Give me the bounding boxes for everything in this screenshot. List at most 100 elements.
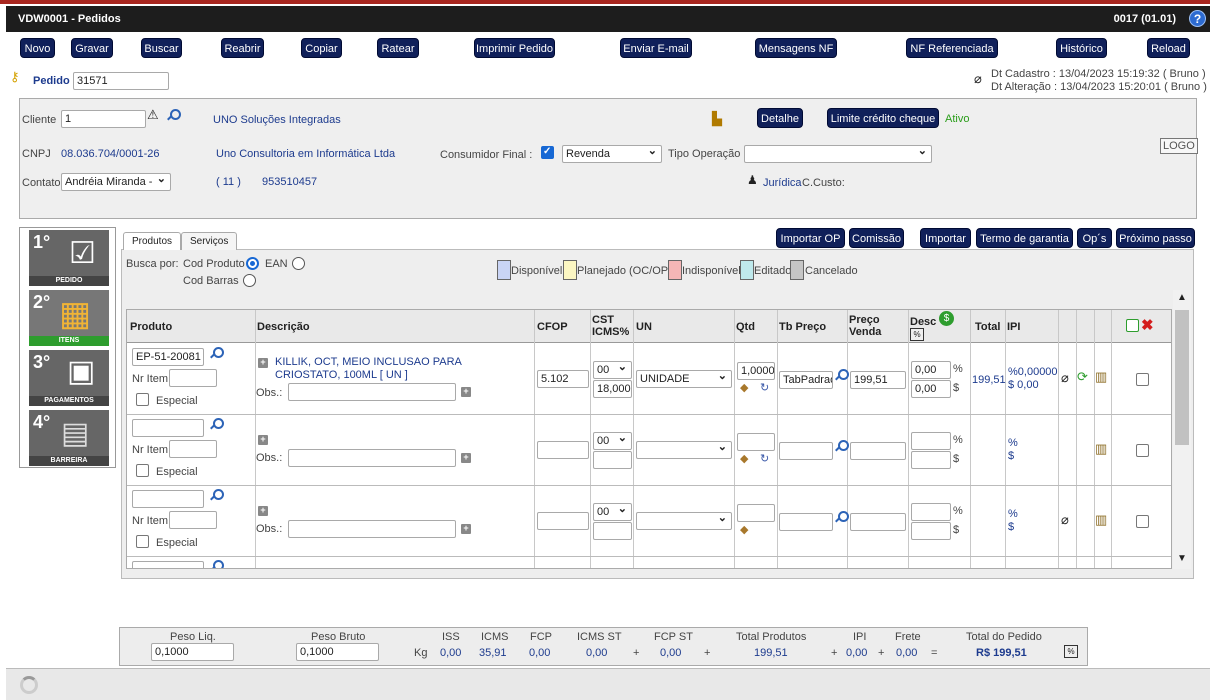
select-all-checkbox[interactable] [1126,319,1139,332]
step-barreira[interactable]: 4° ▤ BARREIRA [29,410,109,466]
consumidor-select[interactable]: Revenda [562,145,662,163]
desc-pct-input[interactable] [911,503,951,521]
reload-button[interactable]: Reload [1147,38,1190,58]
tipo-operacao-select[interactable] [744,145,932,163]
expand-icon[interactable]: + [258,435,268,445]
desc-val-input[interactable] [911,451,951,469]
add-obs-icon[interactable]: + [461,387,471,397]
produto-input[interactable] [132,561,204,568]
percent-icon[interactable]: % [1064,645,1078,658]
limite-credito-button[interactable]: Limite crédito cheque [827,108,939,128]
desc-pct-input[interactable]: 0,00 [911,361,951,379]
importar-op-button[interactable]: Importar OP [776,228,845,248]
preco-venda-input[interactable] [850,513,906,531]
desc-pct-input[interactable] [911,432,951,450]
ratear-button[interactable]: Ratear [377,38,419,58]
imprimir-pedido-button[interactable]: Imprimir Pedido [474,38,555,58]
search-icon[interactable] [834,440,849,454]
nr-item-input[interactable] [169,440,217,458]
copiar-button[interactable]: Copiar [301,38,342,58]
attachment-icon[interactable]: ⌀ [1061,512,1069,527]
especial-checkbox[interactable] [136,464,149,477]
radio-cod-produto[interactable] [246,257,259,270]
buscar-button[interactable]: Buscar [141,38,182,58]
un-select[interactable] [636,441,732,459]
proximo-passo-button[interactable]: Próximo passo [1116,228,1195,248]
search-icon[interactable] [209,347,224,361]
step-pagamentos[interactable]: 3° ▣ PAGAMENTOS [29,350,109,406]
tools-icon[interactable]: ▥ [1095,369,1108,384]
pedido-input[interactable]: 31571 [73,72,169,90]
search-icon[interactable] [166,109,181,123]
refresh-icon[interactable]: ↻ [760,382,770,394]
search-icon[interactable] [209,489,224,503]
especial-checkbox[interactable] [136,393,149,406]
termo-garantia-button[interactable]: Termo de garantia [976,228,1073,248]
delete-icon[interactable]: ✖ [1141,317,1154,334]
un-select[interactable] [636,512,732,530]
tab-servicos[interactable]: Serviços [181,232,238,250]
money-icon[interactable]: $ [939,311,954,326]
enviar-email-button[interactable]: Enviar E-mail [620,38,692,58]
contato-select[interactable]: Andréia Miranda - [61,173,171,191]
scroll-down-icon[interactable]: ▼ [1177,553,1187,564]
icms-input[interactable]: 18,0000 [593,380,632,398]
expand-icon[interactable]: + [258,506,268,516]
sync-icon[interactable]: ⟳ [1077,369,1088,384]
tb-preco-input[interactable] [779,513,833,531]
radio-ean[interactable] [292,257,305,270]
scroll-up-icon[interactable]: ▲ [1177,292,1187,303]
desc-val-input[interactable]: 0,00 [911,380,951,398]
desc-val-input[interactable] [911,522,951,540]
radio-cod-barras[interactable] [243,274,256,287]
cst-select[interactable]: 00 [593,432,632,450]
tools-icon[interactable]: ▥ [1095,512,1108,527]
search-icon[interactable] [209,560,224,568]
obs-input[interactable] [288,383,456,401]
search-icon[interactable] [209,418,224,432]
refresh-icon[interactable]: ↻ [760,453,770,465]
grid-scrollbar[interactable]: ▲ ▼ [1173,290,1191,569]
cst-select[interactable]: 00 [593,503,632,521]
box-icon[interactable]: ◆ [740,524,749,536]
add-obs-icon[interactable]: + [461,453,471,463]
icms-input[interactable] [593,522,632,540]
cfop-input[interactable] [537,441,589,459]
icms-input[interactable] [593,451,632,469]
scroll-thumb[interactable] [1175,310,1189,445]
tb-preco-input[interactable] [779,442,833,460]
add-obs-icon[interactable]: + [461,524,471,534]
peso-liq-input[interactable]: 0,1000 [151,643,234,661]
step-itens[interactable]: 2° ▦ ITENS [29,290,109,346]
especial-checkbox[interactable] [136,535,149,548]
detalhe-button[interactable]: Detalhe [757,108,803,128]
nf-referenciada-button[interactable]: NF Referenciada [906,38,998,58]
historico-button[interactable]: Histórico [1056,38,1107,58]
obs-input[interactable] [288,520,456,538]
row-checkbox[interactable] [1136,444,1149,457]
cfop-input[interactable] [537,512,589,530]
cfop-input[interactable]: 5.102 [537,370,589,388]
box-icon[interactable]: ◆ [740,382,749,394]
novo-button[interactable]: Novo [20,38,55,58]
nr-item-input[interactable] [169,511,217,529]
preco-venda-input[interactable]: 199,51 [850,371,906,389]
row-checkbox[interactable] [1136,373,1149,386]
mensagens-nf-button[interactable]: Mensagens NF [755,38,837,58]
cst-select[interactable]: 00 [593,361,632,379]
qtd-input[interactable]: 1,0000 [737,362,775,380]
row-checkbox[interactable] [1136,515,1149,528]
preco-venda-input[interactable] [850,442,906,460]
obs-input[interactable] [288,449,456,467]
qtd-input[interactable] [737,504,775,522]
tb-preco-input[interactable]: TabPadrao [779,371,833,389]
help-icon[interactable]: ? [1189,10,1206,27]
produto-input[interactable] [132,419,204,437]
comissao-button[interactable]: Comissão [849,228,904,248]
search-icon[interactable] [834,369,849,383]
alert-icon[interactable]: ⚠ [147,107,159,122]
consumidor-final-checkbox[interactable] [541,146,554,159]
nr-item-input[interactable] [169,369,217,387]
peso-bruto-input[interactable]: 0,1000 [296,643,379,661]
percent-icon[interactable]: % [910,328,924,341]
